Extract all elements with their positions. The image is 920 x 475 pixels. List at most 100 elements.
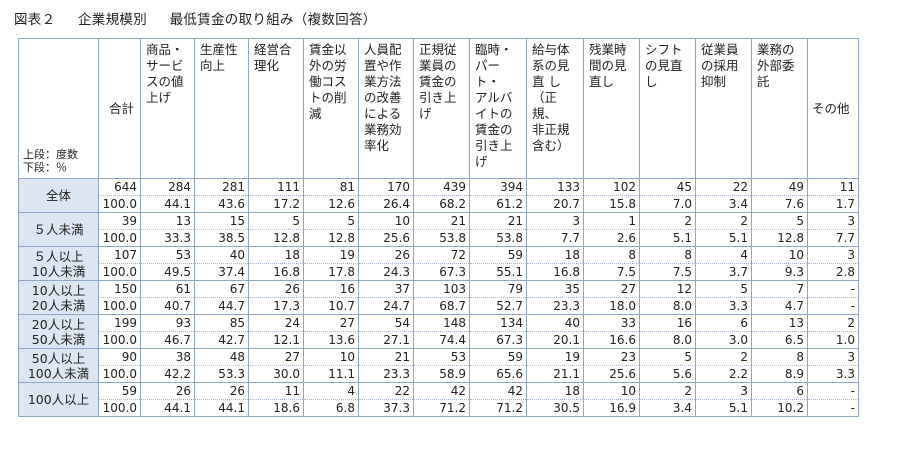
count-cell: -: [807, 382, 859, 400]
row-label: 100人以上: [18, 382, 99, 417]
table-wrapper: 上段：度数 下段：％ 合計 商品・ サービ スの値 上げ 生産性 向上 経営合 理化賃…: [18, 38, 859, 417]
percent-cell: 53.8: [413, 229, 470, 247]
percent-cell: -: [807, 399, 859, 417]
count-cell: 27: [303, 314, 359, 332]
column-header: 従業員 の採用 抑制: [695, 38, 752, 179]
row-label: 20人以上 50人未満: [18, 314, 99, 349]
percent-cell: 17.8: [303, 263, 359, 281]
table-row-counts: 全体 644 284 281 111 81 170 439 394 133 102 45 22 49 11: [18, 178, 859, 213]
count-cell: 42: [413, 382, 470, 400]
percent-cell: 3.3: [695, 297, 752, 315]
count-cell: 90: [98, 348, 141, 366]
percent-cell: 12.6: [303, 195, 359, 213]
count-cell: 5: [751, 212, 808, 230]
count-cell: 18: [526, 382, 584, 400]
count-cell: 42: [469, 382, 527, 400]
percent-cell: 12.8: [248, 229, 304, 247]
count-cell: 19: [526, 348, 584, 366]
percent-cell: 71.2: [469, 399, 527, 417]
column-header: 業務の 外部委 託: [751, 38, 808, 179]
count-cell: 3: [807, 348, 859, 366]
count-cell: 281: [194, 178, 249, 196]
percent-cell: 53.3: [194, 365, 249, 383]
count-cell: 48: [194, 348, 249, 366]
figure-number: 図表２: [14, 12, 56, 28]
row-label: 50人以上 100人未満: [18, 348, 99, 383]
percent-cell: 71.2: [413, 399, 470, 417]
count-cell: 439: [413, 178, 470, 196]
table-row-percents: 100.0 44.1 44.1 18.6 6.8 37.3 71.2 71.2 30.5 16.9…: [19, 399, 859, 417]
row-label: ５人未満: [18, 212, 99, 247]
count-cell: 1: [583, 212, 640, 230]
column-header-label: 合計: [109, 100, 135, 116]
count-cell: 2: [695, 348, 752, 366]
percent-cell: 43.6: [194, 195, 249, 213]
percent-cell: 100.0: [98, 195, 141, 213]
count-cell: 13: [140, 212, 195, 230]
count-cell: 134: [469, 314, 527, 332]
count-cell: 18: [526, 246, 584, 264]
percent-cell: 65.6: [469, 365, 527, 383]
count-cell: 40: [194, 246, 249, 264]
percent-cell: 68.2: [413, 195, 470, 213]
count-cell: 27: [248, 348, 304, 366]
percent-cell: 100.0: [98, 399, 141, 417]
percent-cell: 27.1: [358, 331, 414, 349]
percent-cell: 30.5: [526, 399, 584, 417]
row-label: ５人以上 10人未満: [18, 246, 99, 281]
percent-cell: 40.7: [140, 297, 195, 315]
percent-cell: 1.7: [807, 195, 859, 213]
legend-lower: 下段：％: [23, 161, 67, 174]
count-cell: 7: [751, 280, 808, 298]
row-label: 10人以上 20人未満: [18, 280, 99, 315]
percent-cell: 3.4: [695, 195, 752, 213]
table-row-percents: 100.0 40.7 44.7 17.3 10.7 24.7 68.7 52.7 23.3 18.…: [19, 297, 859, 315]
table-row-counts: 10人以上 20人未満 150 61 67 26 16 37 103 79 35 27 12 5 7-: [18, 280, 859, 315]
percent-cell: 23.3: [526, 297, 584, 315]
count-cell: 150: [98, 280, 141, 298]
percent-cell: 100.0: [98, 229, 141, 247]
percent-cell: -: [807, 297, 859, 315]
count-cell: 3: [807, 246, 859, 264]
count-cell: 26: [194, 382, 249, 400]
table-row-counts: 20人以上 50人未満 199 93 85 24 27 54 148 134 40 33 16 6 13 2: [18, 314, 859, 349]
count-cell: 10: [583, 382, 640, 400]
percent-cell: 12.1: [248, 331, 304, 349]
percent-cell: 5.6: [639, 365, 696, 383]
column-header-label: 人員配 置や作 業方法 の改善 による 業務効 率化: [364, 42, 402, 153]
count-cell: 2: [807, 314, 859, 332]
count-cell: 394: [469, 178, 527, 196]
percent-cell: 61.2: [469, 195, 527, 213]
percent-cell: 74.4: [413, 331, 470, 349]
count-cell: 170: [358, 178, 414, 196]
percent-cell: 11.1: [303, 365, 359, 383]
count-cell: 11: [807, 178, 859, 196]
header-row: 上段：度数 下段：％ 合計 商品・ サービ スの値 上げ 生産性 向上 経営合 理化賃…: [18, 38, 859, 179]
column-header-label: 商品・ サービ スの値 上げ: [146, 42, 184, 105]
percent-cell: 7.7: [526, 229, 584, 247]
percent-cell: 17.2: [248, 195, 304, 213]
percent-cell: 2.6: [583, 229, 640, 247]
percent-cell: 7.6: [751, 195, 808, 213]
count-cell: 5: [639, 348, 696, 366]
count-cell: 21: [413, 212, 470, 230]
percent-cell: 8.0: [639, 297, 696, 315]
column-header-label: シフト の見直 し: [645, 42, 683, 89]
percent-cell: 13.6: [303, 331, 359, 349]
count-cell: 54: [358, 314, 414, 332]
percent-cell: 3.7: [695, 263, 752, 281]
count-cell: 284: [140, 178, 195, 196]
column-header-label: 業務の 外部委 託: [757, 42, 795, 89]
percent-cell: 21.1: [526, 365, 584, 383]
count-cell: 13: [751, 314, 808, 332]
count-cell: 8: [639, 246, 696, 264]
count-cell: 133: [526, 178, 584, 196]
table-body: 全体 644 284 281 111 81 170 439 394 133 102 45 22 49 11 1…: [18, 178, 859, 417]
percent-cell: 7.5: [583, 263, 640, 281]
legend-upper: 上段：度数: [23, 148, 78, 161]
percent-cell: 3.4: [639, 399, 696, 417]
percent-cell: 53.8: [469, 229, 527, 247]
count-cell: 45: [639, 178, 696, 196]
count-cell: 61: [140, 280, 195, 298]
count-cell: 3: [695, 382, 752, 400]
